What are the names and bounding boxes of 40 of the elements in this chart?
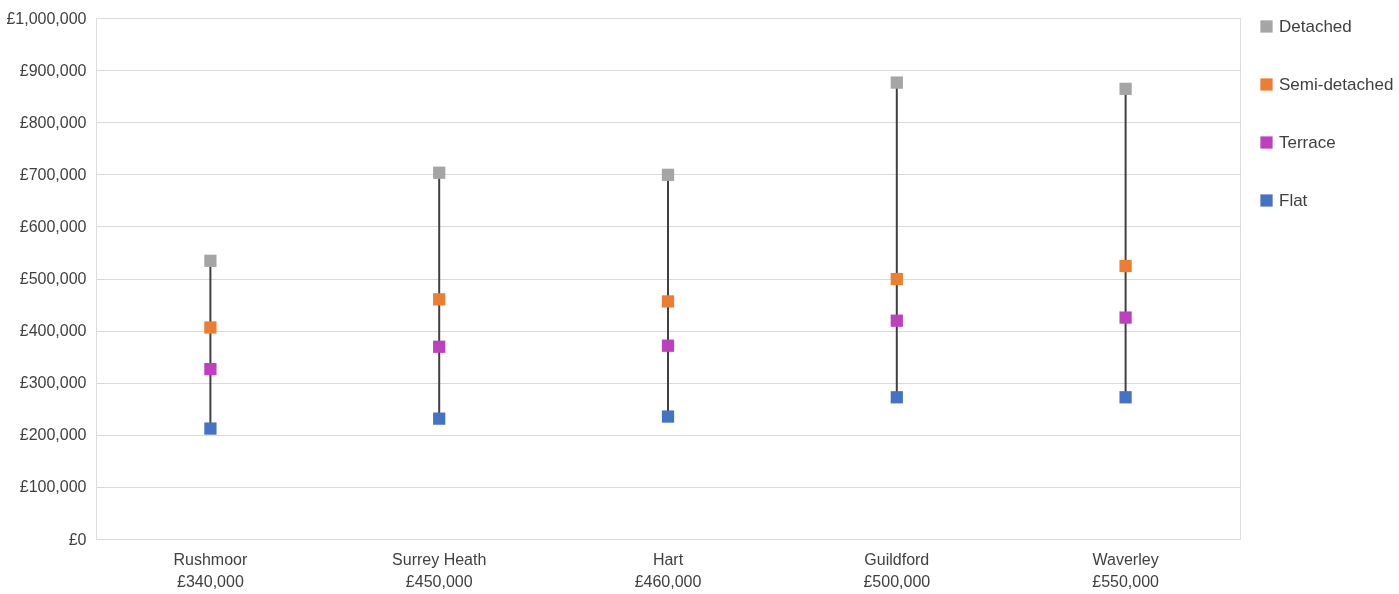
- legend-label: Semi-detached: [1279, 74, 1394, 94]
- point: [433, 166, 446, 179]
- x-tick-label: Waverley £550,000: [1092, 550, 1160, 590]
- point: [1119, 311, 1132, 324]
- point: [433, 293, 446, 306]
- point: [1119, 82, 1132, 95]
- point: [890, 272, 903, 286]
- point: [661, 410, 675, 423]
- point: [204, 254, 217, 267]
- y-tick-label: £200,000: [19, 426, 87, 444]
- point: [661, 339, 675, 352]
- x-tick-label: Surrey Heath £450,000: [392, 550, 487, 590]
- point: [433, 340, 446, 353]
- point: [890, 391, 903, 404]
- y-tick-label: £100,000: [19, 478, 87, 496]
- point: [1119, 391, 1132, 404]
- point: [890, 76, 903, 89]
- y-tick-label: £700,000: [19, 165, 87, 183]
- y-tick-label: £600,000: [19, 217, 87, 235]
- point: [661, 168, 675, 181]
- point: [204, 321, 217, 334]
- y-tick-label: £1,000,000: [6, 9, 87, 27]
- y-tick-label: £400,000: [19, 322, 87, 340]
- x-tick-label: Hart £460,000: [634, 550, 702, 590]
- point: [890, 314, 903, 327]
- legend-label: Terrace: [1279, 132, 1336, 152]
- x-tick-label: Rushmoor £340,000: [173, 550, 248, 590]
- y-tick-label: £500,000: [19, 270, 87, 287]
- legend-label: Detached: [1279, 16, 1352, 36]
- point: [204, 422, 217, 435]
- y-tick-label: £900,000: [19, 61, 87, 79]
- y-tick-label: £300,000: [19, 374, 87, 392]
- point: [1119, 259, 1132, 273]
- point: [433, 412, 446, 425]
- point: [661, 295, 675, 308]
- y-tick-label: £0: [68, 530, 87, 548]
- y-tick-label: £800,000: [19, 113, 87, 131]
- x-tick-label: Guildford £500,000: [863, 550, 931, 590]
- legend-label: Flat: [1279, 190, 1308, 210]
- point: [204, 363, 217, 376]
